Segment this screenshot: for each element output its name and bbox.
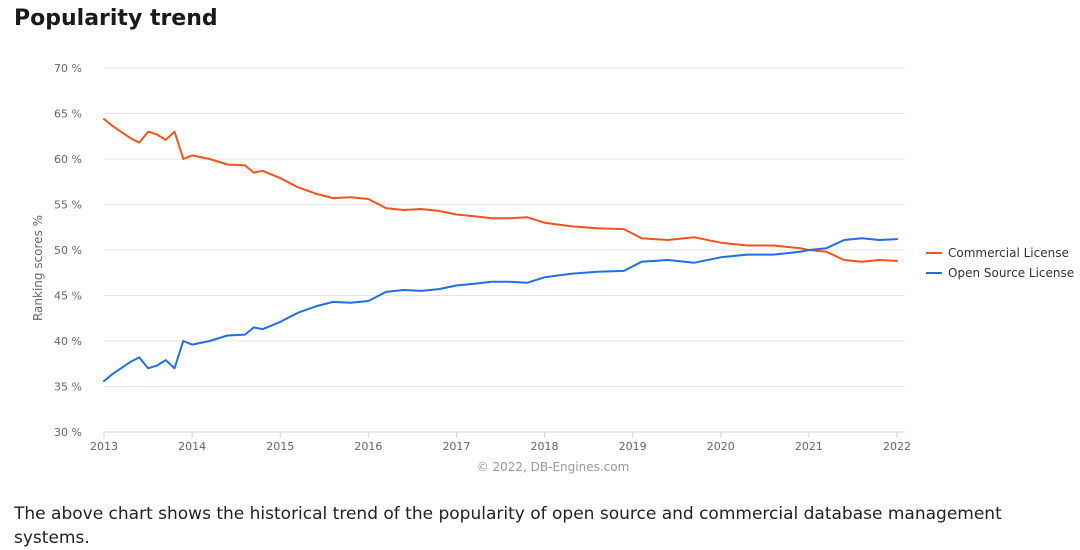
y-tick-label: 50 % [54,244,82,257]
x-tick-label: 2016 [354,440,382,453]
y-axis-title: Ranking scores % [31,215,45,321]
y-tick-label: 70 % [54,62,82,75]
y-tick-label: 60 % [54,153,82,166]
x-tick-label: 2015 [266,440,294,453]
popularity-trend-chart: 30 % 35 % 40 % 45 % 50 % 55 % 60 % 65 % 70 % 201… [31,62,1074,474]
chart-credits[interactable]: © 2022, DB-Engines.com [477,460,630,474]
legend: Commercial License Open Source License [926,246,1074,280]
page-title: Popularity trend [14,6,218,31]
x-tick-label: 2018 [531,440,559,453]
x-tick-label: 2019 [619,440,647,453]
series-lines [103,118,898,382]
x-tick-label: 2013 [90,440,118,453]
series-line-1[interactable] [103,237,898,382]
y-tick-label: 30 % [54,426,82,439]
series-line-0[interactable] [103,118,898,263]
legend-label: Open Source License [948,266,1074,280]
y-axis-labels: 30 % 35 % 40 % 45 % 50 % 55 % 60 % 65 % 70 % [54,62,82,439]
legend-label: Commercial License [948,246,1069,260]
y-tick-label: 45 % [54,290,82,303]
x-tick-label: 2017 [442,440,470,453]
legend-item[interactable]: Commercial License [926,246,1069,260]
y-tick-label: 40 % [54,335,82,348]
y-tick-label: 65 % [54,108,82,121]
y-tick-label: 55 % [54,199,82,212]
x-tick-label: 2022 [883,440,911,453]
gridlines [104,67,905,387]
x-axis-labels: 2013 2014 2015 2016 2017 2018 2019 2020 2021 2022 [90,440,911,453]
chart-description: The above chart shows the historical tre… [14,504,1002,548]
x-axis-ticks [103,432,898,438]
legend-item[interactable]: Open Source License [926,266,1074,280]
x-tick-label: 2014 [178,440,206,453]
x-tick-label: 2020 [707,440,735,453]
y-tick-label: 35 % [54,381,82,394]
x-tick-label: 2021 [795,440,823,453]
